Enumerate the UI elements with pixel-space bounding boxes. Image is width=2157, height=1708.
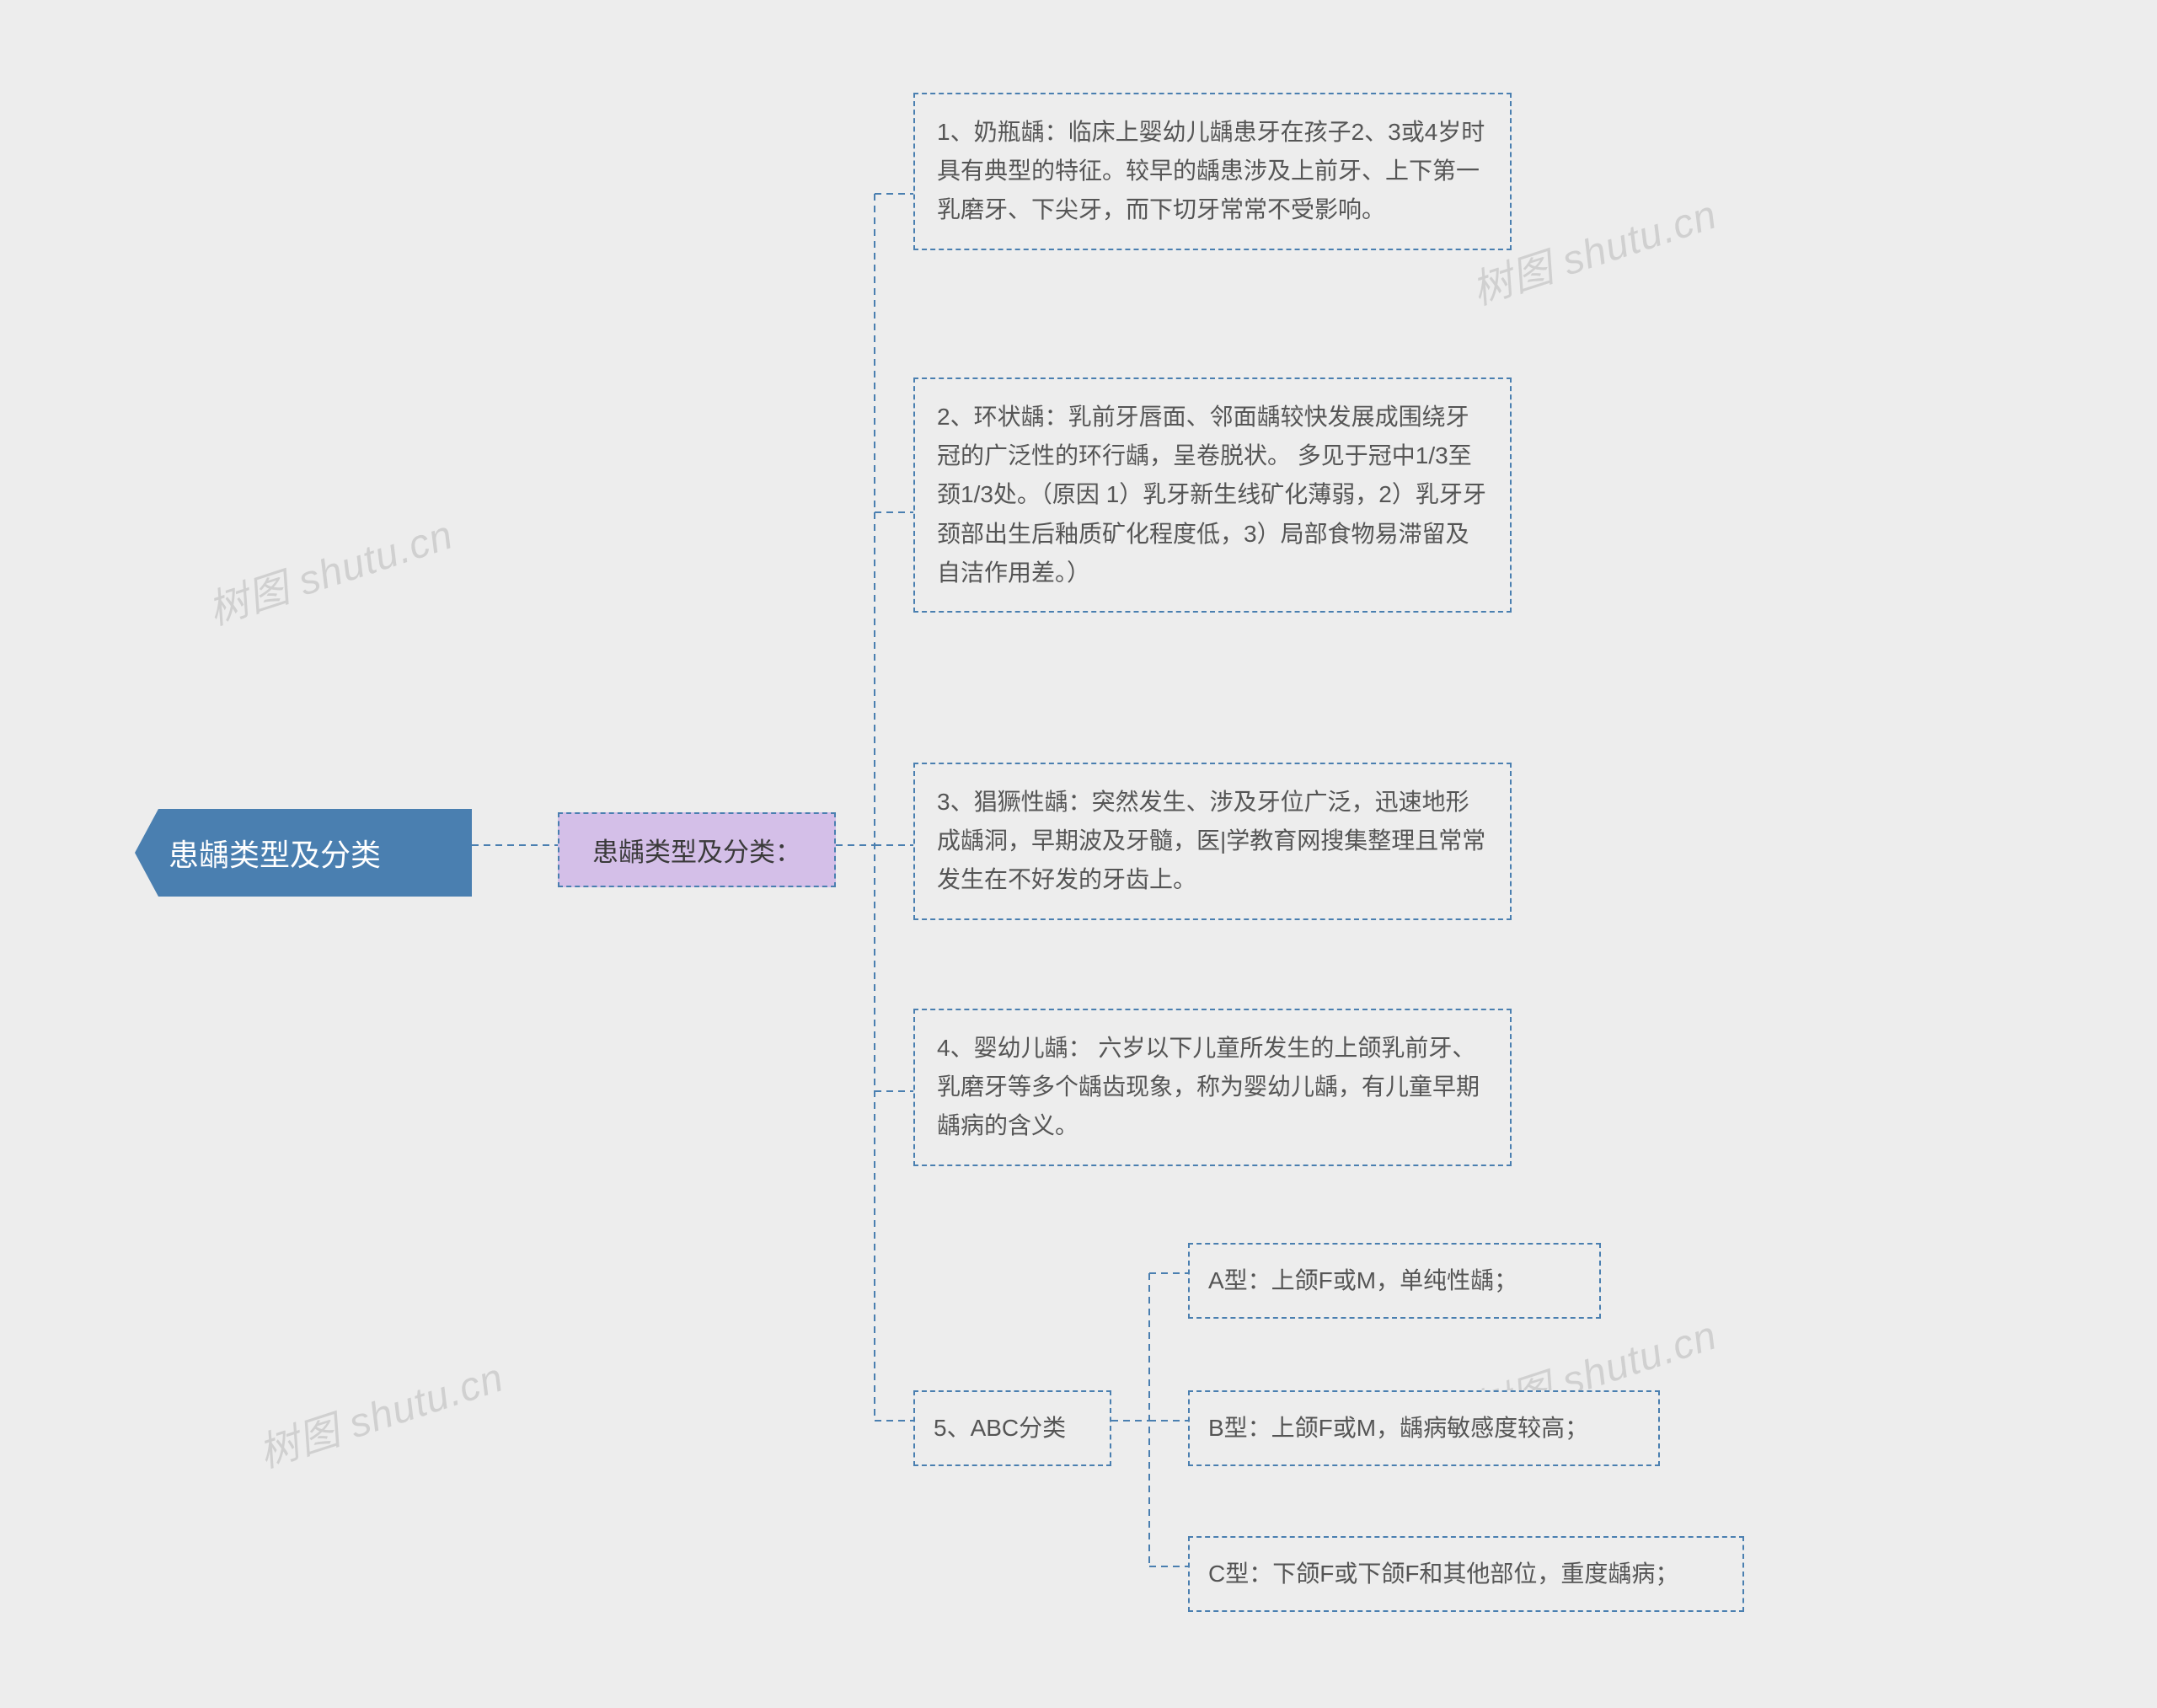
leaf-node-5[interactable]: 5、ABC分类 [913,1390,1111,1466]
leaf-node-5b[interactable]: B型：上颌F或M，龋病敏感度较高； [1188,1390,1660,1466]
leaf-node-1[interactable]: 1、奶瓶龋：临床上婴幼儿龋患牙在孩子2、3或4岁时具有典型的特征。较早的龋患涉及… [913,93,1512,250]
leaf-node-2[interactable]: 2、环状龋：乳前牙唇面、邻面龋较快发展成围绕牙冠的广泛性的环行龋，呈卷脱状。 多… [913,377,1512,613]
mindmap-canvas: 树图 shutu.cn 树图 shutu.cn 树图 shutu.cn 树图 s… [0,0,2157,1708]
leaf-node-5a[interactable]: A型：上颌F或M，单纯性龋； [1188,1243,1601,1319]
level1-node[interactable]: 患龋类型及分类： [558,812,836,887]
leaf-node-4[interactable]: 4、婴幼儿龋： 六岁以下儿童所发生的上颌乳前牙、乳磨牙等多个龋齿现象，称为婴幼儿… [913,1009,1512,1166]
watermark: 树图 shutu.cn [200,501,460,636]
leaf-node-5c[interactable]: C型：下颌F或下颌F和其他部位，重度龋病； [1188,1536,1744,1612]
leaf-node-3[interactable]: 3、猖獗性龋：突然发生、涉及牙位广泛，迅速地形成龋洞，早期波及牙髓，医|学教育网… [913,763,1512,920]
root-node[interactable]: 患龋类型及分类 [135,809,472,897]
watermark: 树图 shutu.cn [250,1344,511,1479]
